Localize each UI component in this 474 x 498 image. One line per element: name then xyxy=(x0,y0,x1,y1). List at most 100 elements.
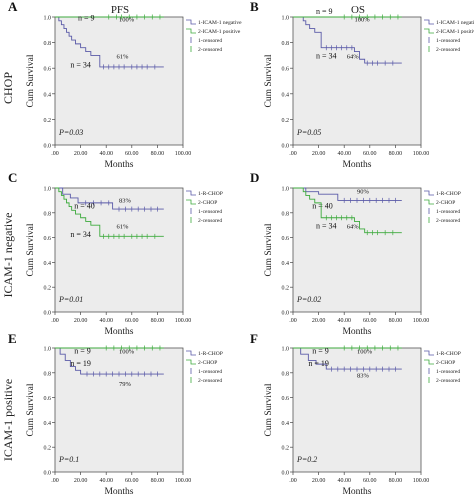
n-label-1: n = 40 xyxy=(74,202,95,211)
x-tick-label: 60.00 xyxy=(363,478,377,484)
y-tick-label: 0.8 xyxy=(282,41,290,47)
y-tick-label: 0.4 xyxy=(282,261,290,267)
x-tick-label: 100.00 xyxy=(413,151,430,157)
y-tick-label: 0.4 xyxy=(44,421,52,427)
x-tick-label: 40.00 xyxy=(99,151,113,157)
x-tick-label: 20.00 xyxy=(74,478,88,484)
x-axis-label: Months xyxy=(104,160,133,170)
y-tick-label: 0.2 xyxy=(44,118,52,124)
p-value-label: P=0.05 xyxy=(296,128,321,137)
y-tick-label: 0.8 xyxy=(44,41,52,47)
y-tick-label: 0.4 xyxy=(44,261,52,267)
y-tick-label: 0.8 xyxy=(282,211,290,217)
p-value-label: P=0.01 xyxy=(58,295,83,304)
legend-label: 1-R-CHOP xyxy=(198,191,223,197)
legend-label: 2-censored xyxy=(198,218,222,224)
y-tick-label: 1.0 xyxy=(44,187,52,193)
legend-label: 1-R-CHOP xyxy=(198,351,223,357)
plot-area xyxy=(54,347,184,473)
x-tick-label: 100.00 xyxy=(175,151,192,157)
legend-line-swatch xyxy=(424,19,434,25)
legend-label: 1-censored xyxy=(198,38,222,44)
legend-label: 1-ICAM-1 negative xyxy=(198,20,242,26)
x-tick-label: .00 xyxy=(289,478,297,484)
legend-label: 1-censored xyxy=(436,369,460,375)
legend-label: 2-censored xyxy=(198,47,222,53)
row-label-icam-positive: ICAM-1 positive xyxy=(1,379,15,461)
column-title-os: OS xyxy=(351,4,365,16)
panel-letter: B xyxy=(250,0,259,14)
n-label-1: n = 34 xyxy=(70,61,91,70)
panel-letter: C xyxy=(8,170,17,185)
y-axis-label: Cum Survival xyxy=(264,223,274,276)
panel-letter: D xyxy=(250,170,259,185)
x-tick-label: .00 xyxy=(289,318,297,324)
y-tick-label: 0.0 xyxy=(44,144,52,150)
x-tick-label: 20.00 xyxy=(312,318,326,324)
n-label-2: n = 34 xyxy=(316,221,337,230)
y-tick-label: 0.2 xyxy=(282,446,290,452)
panel-letter: A xyxy=(8,0,18,14)
x-tick-label: 80.00 xyxy=(151,318,165,324)
x-axis-label: Months xyxy=(104,487,133,497)
x-tick-label: 20.00 xyxy=(74,318,88,324)
x-tick-label: 20.00 xyxy=(312,151,326,157)
legend-label: 1-censored xyxy=(198,369,222,375)
x-tick-label: 20.00 xyxy=(74,151,88,157)
x-tick-label: .00 xyxy=(289,151,297,157)
y-axis-label: Cum Survival xyxy=(26,223,36,276)
x-tick-label: 40.00 xyxy=(337,318,351,324)
percent-label-2: 100% xyxy=(119,349,135,356)
y-tick-label: 0.6 xyxy=(282,236,290,242)
y-axis-label: Cum Survival xyxy=(264,383,274,436)
x-tick-label: 60.00 xyxy=(363,151,377,157)
panel-c: C 0.0 0.2 0.4 0.6 0.8 1.0 .00 20.00 40.00 60.00 80.… xyxy=(8,170,223,337)
legend-line-swatch xyxy=(424,350,434,356)
y-tick-label: 0.8 xyxy=(44,371,52,377)
plot-area xyxy=(292,16,422,146)
y-tick-label: 0.4 xyxy=(44,92,52,98)
y-tick-label: 0.0 xyxy=(282,144,290,150)
column-title-pfs: PFS xyxy=(111,4,129,16)
y-tick-label: 0.2 xyxy=(282,286,290,292)
legend-label: 1-censored xyxy=(436,38,460,44)
panel-b: B 0.0 0.2 0.4 0.6 0.8 1.0 .00 20.00 40.00 60.00 80.… xyxy=(250,0,474,170)
legend-label: 1-censored xyxy=(198,209,222,215)
x-tick-label: .00 xyxy=(51,478,59,484)
y-tick-label: 1.0 xyxy=(282,187,290,193)
x-tick-label: .00 xyxy=(51,151,59,157)
legend-label: 2-CHOP xyxy=(436,200,455,206)
y-tick-label: 0.6 xyxy=(44,236,52,242)
x-tick-label: 80.00 xyxy=(389,318,403,324)
survival-curve-1 xyxy=(293,16,402,64)
x-axis-label: Months xyxy=(342,327,371,337)
y-tick-label: 0.8 xyxy=(44,211,52,217)
y-tick-label: 0.0 xyxy=(282,471,290,477)
y-tick-label: 0.4 xyxy=(282,421,290,427)
legend-line-swatch xyxy=(186,199,196,205)
n-label-2: n = 9 xyxy=(316,7,333,16)
legend-label: 2-censored xyxy=(198,378,222,384)
y-tick-label: 1.0 xyxy=(282,347,290,353)
x-tick-label: 80.00 xyxy=(389,478,403,484)
y-tick-label: 0.0 xyxy=(282,311,290,317)
y-tick-label: 0.4 xyxy=(282,92,290,98)
percent-label-2: 100% xyxy=(119,17,135,24)
panel-letter: F xyxy=(250,331,258,346)
x-tick-label: 20.00 xyxy=(312,478,326,484)
panel-a: A 0.0 0.2 0.4 0.6 0.8 1.0 .00 20.00 40.00 60.00 80.… xyxy=(8,0,242,170)
x-tick-label: 80.00 xyxy=(389,151,403,157)
percent-label-2: 100% xyxy=(357,349,373,356)
legend-label: 1-censored xyxy=(436,209,460,215)
legend-line-swatch xyxy=(186,350,196,356)
x-axis-label: Months xyxy=(342,160,371,170)
y-tick-label: 0.0 xyxy=(44,471,52,477)
y-tick-label: 1.0 xyxy=(44,347,52,353)
y-tick-label: 0.6 xyxy=(44,396,52,402)
n-label-2: n = 9 xyxy=(312,347,329,356)
legend-label: 2-censored xyxy=(436,47,460,53)
legend-line-swatch xyxy=(424,199,434,205)
percent-label-1: 79% xyxy=(119,381,132,388)
legend-line-swatch xyxy=(424,359,434,365)
legend-line-swatch xyxy=(186,28,196,34)
